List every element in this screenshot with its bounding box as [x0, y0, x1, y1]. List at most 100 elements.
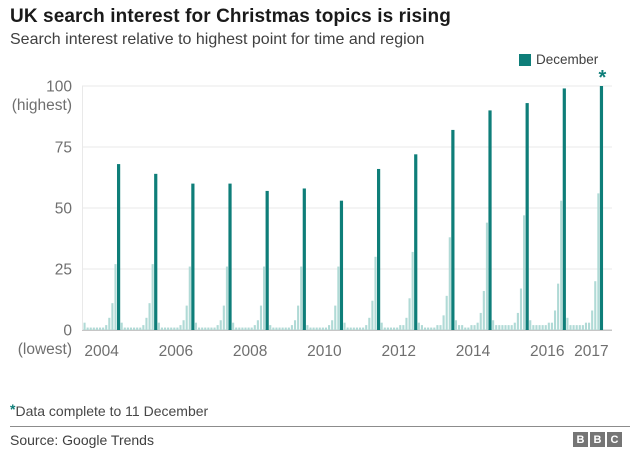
bar-2007-m8 [216, 325, 219, 330]
x-tick-label-2010: 2010 [307, 343, 342, 360]
y-tick-label-25: 25 [55, 262, 72, 279]
bar-2006-m10 [185, 305, 188, 330]
bar-2008-m6 [247, 327, 250, 330]
legend: December [519, 52, 598, 67]
bar-2004-m8 [105, 325, 108, 330]
bar-2010-m3 [312, 327, 315, 330]
footnote-text: Data complete to 11 December [15, 403, 209, 419]
bar-2011-m9 [368, 317, 371, 330]
bar-2012-m10 [408, 298, 411, 330]
bar-2011-m1 [343, 322, 346, 330]
bar-2009-m1 [269, 325, 272, 330]
bar-2006-m4 [167, 327, 170, 330]
bar-2005-m1 [120, 322, 123, 330]
y-tick-label-0: 0 [63, 323, 72, 340]
bar-2013-m2 [420, 325, 423, 330]
bar-2012-m7 [399, 325, 402, 330]
bar-2015-m11 [523, 215, 526, 330]
bar-2005-m10 [148, 303, 151, 330]
bar-2017-m3 [572, 325, 575, 330]
bar-2008-m11 [263, 266, 266, 330]
bar-2010-m2 [309, 327, 312, 330]
bar-2012-m11 [411, 251, 414, 330]
bar-2010-m6 [321, 327, 324, 330]
bar-2008-m2 [235, 327, 238, 330]
bar-2015-m3 [498, 325, 501, 330]
bar-2006-m12 [191, 183, 195, 330]
bar-2008-m3 [238, 327, 241, 330]
bar-2008-m4 [241, 327, 244, 330]
bar-2016-m6 [544, 325, 547, 330]
bar-2011-m2 [346, 327, 349, 330]
footer-divider [10, 426, 630, 427]
bar-2008-m1 [232, 322, 235, 330]
bar-2010-m7 [324, 327, 328, 330]
y-tick-label-50: 50 [55, 201, 73, 218]
bar-2012-m9 [405, 317, 408, 330]
bar-2016-m8 [550, 322, 553, 330]
bar-2012-m8 [402, 325, 405, 330]
bar-2015-m4 [501, 325, 504, 330]
bar-2010-m9 [331, 320, 334, 330]
bar-2015-m6 [507, 325, 510, 330]
x-tick-label-2012: 2012 [381, 343, 415, 360]
bar-2017-m2 [569, 325, 572, 330]
bar-2009-m3 [275, 327, 278, 330]
bar-2013-m10 [445, 295, 448, 330]
bar-2013-m4 [427, 327, 430, 330]
bar-2010-m5 [318, 327, 321, 330]
bar-2013-m9 [442, 315, 445, 330]
bar-2005-m6 [136, 327, 139, 330]
bar-2012-m12 [414, 154, 418, 330]
legend-december-label: December [536, 52, 599, 67]
bbc-logo: B B C [573, 432, 622, 447]
bar-2004-m5 [95, 327, 98, 330]
bar-2005-m12 [154, 173, 158, 330]
bar-2006-m8 [179, 325, 182, 330]
bar-2009-m2 [272, 327, 275, 330]
bar-2005-m2 [123, 327, 126, 330]
bar-2017-m5 [578, 325, 581, 330]
bar-2013-m5 [430, 327, 433, 330]
bbc-logo-letter: B [573, 432, 588, 447]
bar-2009-m10 [297, 305, 300, 330]
bar-2007-m6 [210, 327, 213, 330]
bar-2015-m8 [513, 322, 516, 330]
bar-2017-m1 [566, 317, 569, 330]
bar-2011-m12 [376, 168, 381, 330]
bar-2008-m8 [253, 325, 256, 330]
bar-2010-m8 [328, 325, 331, 330]
bar-2016-m12 [562, 88, 566, 330]
bar-2009-m7 [287, 327, 290, 330]
bar-2009-m11 [300, 266, 303, 330]
bar-2016-m9 [553, 310, 557, 330]
legend-december-swatch [519, 53, 531, 66]
bar-2013-m8 [439, 325, 442, 330]
bar-2015-m12 [525, 103, 529, 330]
y-tick-sublabel-100: (highest) [12, 97, 72, 114]
bar-2012-m2 [383, 327, 386, 330]
bar-2009-m8 [290, 325, 293, 330]
bar-2007-m9 [219, 320, 222, 330]
bar-2014-m6 [470, 325, 473, 330]
bar-2005-m8 [142, 325, 145, 330]
bar-2017-m10 [594, 281, 597, 330]
bar-2017-m12 [599, 86, 604, 330]
bar-2007-m3 [201, 327, 204, 330]
bar-2017-m6 [581, 325, 584, 330]
bar-2014-m8 [476, 322, 479, 330]
bar-2016-m11 [560, 200, 563, 330]
bar-2017-m9 [591, 310, 594, 330]
bar-2012-m1 [380, 322, 383, 330]
bar-2015-m7 [510, 325, 513, 330]
x-tick-label-2006: 2006 [159, 343, 193, 360]
bar-2012-m3 [386, 327, 389, 330]
bar-2014-m1 [454, 320, 458, 330]
bar-2016-m1 [529, 320, 532, 330]
bar-2007-m2 [198, 327, 201, 330]
bar-2006-m7 [176, 327, 179, 330]
bar-2014-m3 [461, 325, 464, 330]
bar-2015-m9 [516, 312, 519, 330]
bar-2011-m3 [349, 327, 352, 330]
bar-2007-m5 [207, 327, 210, 330]
